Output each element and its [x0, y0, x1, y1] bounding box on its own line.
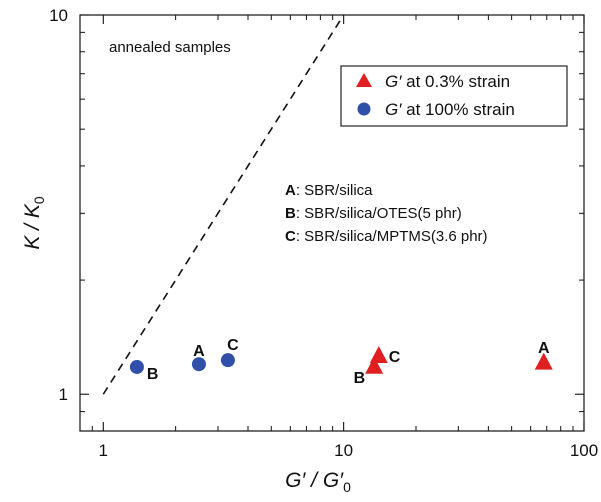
y-tick-label: 10	[49, 6, 68, 25]
sample-key-c: C: SBR/silica/MPTMS(3.6 phr)	[285, 228, 488, 245]
legend-triangle-marker	[356, 73, 372, 87]
annealed-annotation: annealed samples	[109, 39, 231, 56]
y-tick-label: 1	[59, 385, 68, 404]
legend-entry-1: G′ at 100% strain	[385, 100, 515, 119]
sample-key-b: B: SBR/silica/OTES(5 phr)	[285, 205, 462, 222]
legend-circle-marker	[357, 102, 371, 116]
triangle-point-A	[534, 352, 553, 370]
triangle-point-C	[369, 345, 388, 363]
legend-box	[340, 65, 568, 127]
legend: G′ at 0.3% strain G′ at 100% strain	[340, 65, 568, 127]
point-label-triangle-C: C	[389, 349, 401, 366]
point-label-circle-C: C	[227, 337, 239, 354]
data-marks: A B C A B C	[129, 337, 553, 387]
reference-dashed-line	[102, 14, 345, 395]
point-label-circle-A: A	[193, 343, 205, 360]
triangle-point-B	[365, 356, 384, 374]
x-tick-label: 1	[99, 441, 108, 460]
x-tick-label: 10	[334, 441, 353, 460]
sample-key-a: A: SBR/silica	[285, 182, 373, 199]
circle-point-C	[220, 353, 235, 368]
reference-line-group	[102, 14, 345, 395]
x-tick-label: 100	[570, 441, 598, 460]
plot-frame	[79, 14, 585, 432]
circle-point-B	[129, 359, 144, 374]
x-axis-title: G′ / G′0	[285, 469, 351, 495]
sample-key: A: SBR/silica B: SBR/silica/OTES(5 phr) …	[285, 182, 488, 245]
legend-entry-0: G′ at 0.3% strain	[385, 72, 510, 91]
point-label-triangle-B: B	[354, 370, 366, 387]
point-label-circle-B: B	[147, 366, 159, 383]
axis-ticks: 1 10 100 1 10	[49, 6, 598, 460]
y-axis-title: K / K0	[21, 196, 47, 250]
point-label-triangle-A: A	[538, 340, 550, 357]
circle-point-A	[191, 357, 206, 372]
